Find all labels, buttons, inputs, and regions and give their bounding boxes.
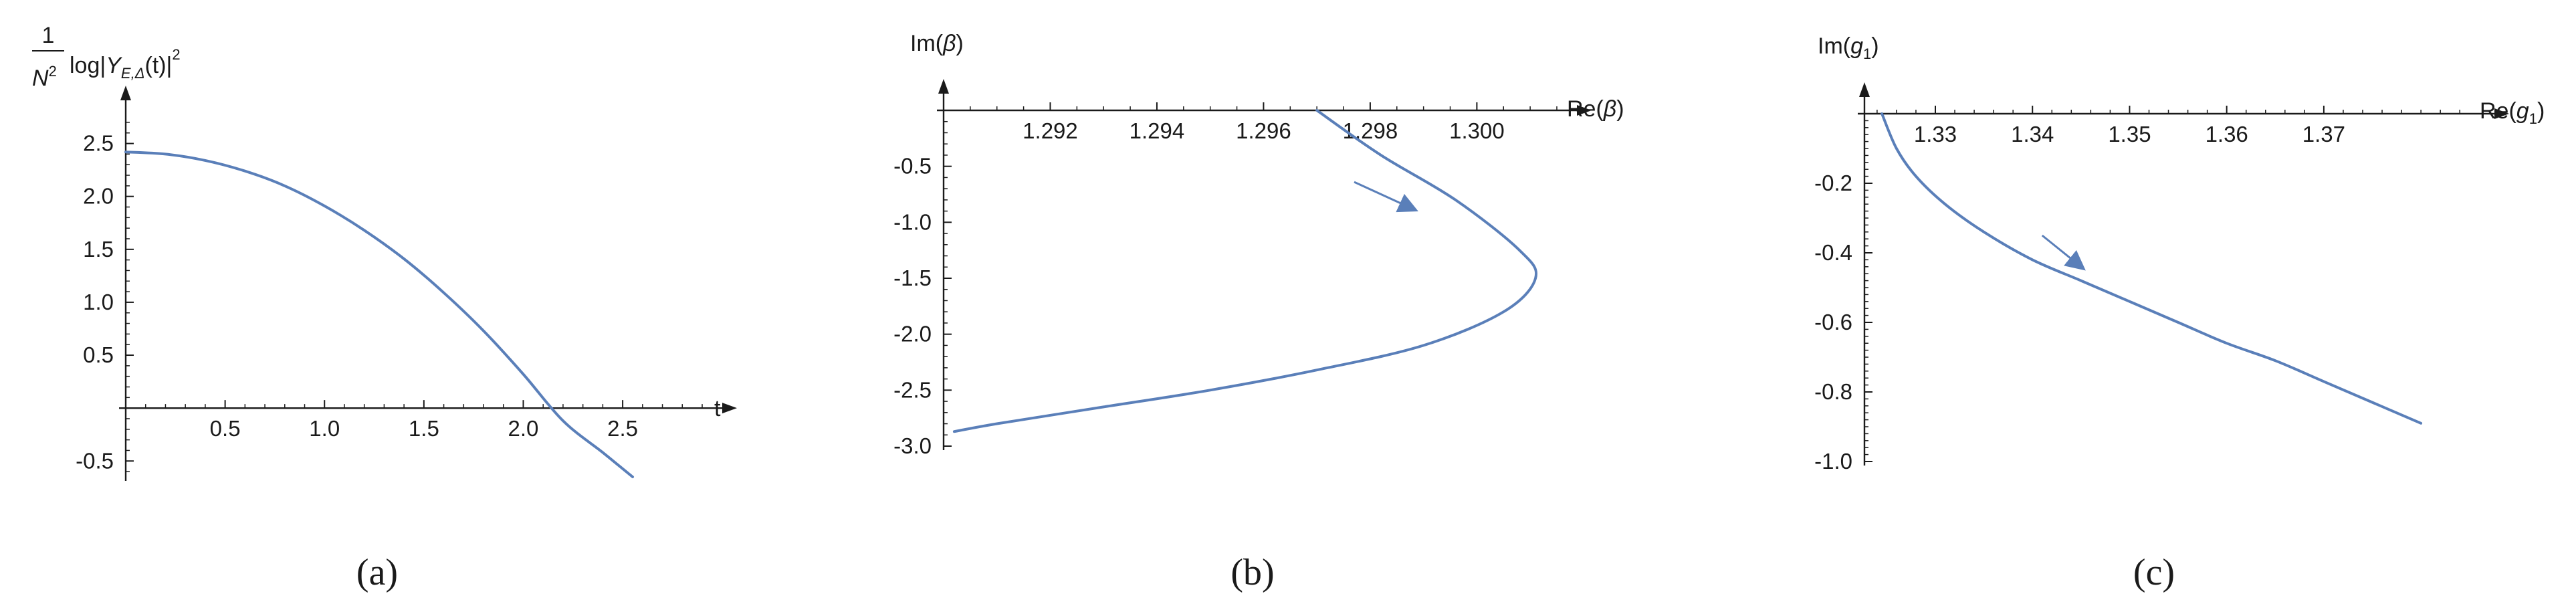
panel-caption: (c) [2133,552,2175,593]
direction-arrow [1354,181,1418,213]
chart-panel-c: 1.33 1.34 1.35 1.36 1.37 -0.2 -0.4 -0.6 -0.8 -1.0… [1814,33,2545,593]
x-tick-label: 1.298 [1343,118,1398,143]
x-axis-arrow [2494,108,2509,119]
panel-caption: (b) [1230,552,1274,593]
direction-arrow [2041,234,2086,271]
x-tick-label: 1.296 [1236,118,1291,143]
x-tick-label: 2.5 [607,416,638,441]
x-tick-label: 1.292 [1023,118,1078,143]
ticks [1864,106,2460,462]
y-axis-label-denominator: N2 [32,63,57,91]
series [1881,112,2423,425]
x-axis-label: Re(β) [1567,96,1624,122]
y-tick-label: 0.5 [83,342,114,367]
x-tick-label: 0.5 [210,416,241,441]
y-tick-label: -2.5 [893,377,932,402]
y-axis-label-main: log|YE,Δ(t)|2 [70,46,181,82]
x-tick-label: 1.0 [309,416,340,441]
x-tick-label: 1.5 [409,416,439,441]
y-tick-label: -0.6 [1814,310,1852,334]
series [952,109,1538,433]
y-tick-label: -2.0 [893,322,932,346]
y-tick-label: -1.0 [893,209,932,234]
axes [119,86,737,481]
x-axis-arrow [722,403,737,414]
y-tick-label: 1.5 [83,237,114,262]
x-tick-label: 1.37 [2302,122,2345,146]
tick-labels: 1.33 1.34 1.35 1.36 1.37 -0.2 -0.4 -0.6 -0.8 -1.0 [1814,122,2345,474]
y-tick-label: 2.5 [83,131,114,156]
y-tick-label: -0.5 [76,448,114,473]
chart-panel-a: 0.5 1.0 1.5 2.0 2.5 -0.5 0.5 1.0 1.5 2.0 2.5 t 1 N… [32,23,737,593]
x-tick-label: 2.0 [508,416,539,441]
y-axis-label: Im(g1) [1818,33,1879,62]
ticks [126,122,703,472]
tick-labels: 0.5 1.0 1.5 2.0 2.5 -0.5 0.5 1.0 1.5 2.0 2.5 [76,131,638,474]
y-tick-label: -0.8 [1814,379,1852,404]
x-tick-label: 1.294 [1130,118,1185,143]
y-tick-label: -0.2 [1814,171,1852,195]
ticks [944,102,1558,447]
tick-labels: 1.292 1.294 1.296 1.298 1.300 -0.5 -1.0 -1.5 -2.… [893,118,1505,458]
y-tick-label: -0.4 [1814,240,1852,265]
axes [1858,82,2509,466]
series-line [952,109,1538,433]
y-tick-label: -1.0 [1814,449,1852,474]
y-axis-arrow [1859,82,1870,97]
y-axis-arrow [120,86,131,100]
panel-caption: (a) [356,552,398,593]
y-axis-label: 1 N2 log|YE,Δ(t)|2 [32,23,181,91]
y-axis-label-numerator: 1 [42,23,55,48]
y-tick-label: 2.0 [83,184,114,209]
x-axis-label: Re(g1) [2480,98,2545,127]
x-tick-label: 1.300 [1449,118,1505,143]
y-tick-label: -0.5 [893,154,932,179]
y-axis-arrow [938,79,949,94]
y-tick-label: 1.0 [83,290,114,314]
chart-panel-b: 1.292 1.294 1.296 1.298 1.300 -0.5 -1.0 -1.5 -2.… [893,31,1624,593]
y-axis-label: Im(β) [910,31,964,56]
y-tick-label: -3.0 [893,433,932,458]
x-axis-label: t [714,396,721,421]
x-tick-label: 1.33 [1914,122,1957,146]
series-line [1881,112,2423,425]
x-tick-label: 1.34 [2011,122,2054,146]
series [124,150,634,478]
x-tick-label: 1.35 [2108,122,2151,146]
x-axis-arrow [1577,105,1592,116]
x-tick-label: 1.36 [2206,122,2248,146]
series-line [124,150,634,478]
y-tick-label: -1.5 [893,266,932,290]
